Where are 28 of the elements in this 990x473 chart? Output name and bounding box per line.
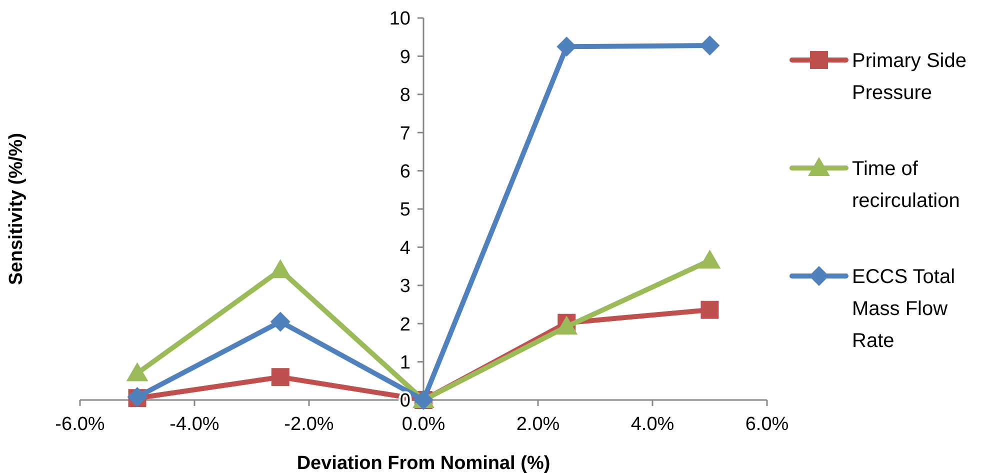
- y-tick-label: 4: [400, 238, 411, 259]
- y-tick-label: 10: [389, 8, 410, 30]
- legend-label: Time of recirculation: [852, 158, 960, 212]
- x-tick-label: 2.0%: [516, 414, 560, 435]
- y-tick-label: 5: [400, 200, 410, 221]
- y-tick-label: 3: [400, 276, 410, 298]
- y-tick-label: 7: [400, 123, 410, 144]
- y-tick-label: 1: [400, 352, 410, 374]
- legend-label: ECCS Total Mass Flow Rate: [852, 266, 956, 352]
- legend-label: Primary Side Pressure: [852, 50, 966, 104]
- y-tick-label: 8: [400, 85, 410, 106]
- y-tick-label: 9: [400, 46, 410, 68]
- point: [700, 300, 719, 319]
- y-tick-label: 6: [400, 161, 410, 182]
- x-tick-label: -2.0%: [284, 414, 334, 435]
- y-tick-label: 2: [400, 314, 410, 336]
- point: [270, 312, 290, 332]
- x-tick-label: -4.0%: [170, 414, 220, 435]
- x-tick-label: 4.0%: [630, 414, 674, 435]
- x-tick-label: 0.0%: [402, 414, 446, 435]
- x-tick-label: 6.0%: [745, 414, 789, 435]
- point: [126, 362, 148, 382]
- x-axis-title: Deviation From Nominal (%): [296, 453, 550, 473]
- point: [556, 316, 578, 335]
- y-axis-title: Sensitivity (%/%): [6, 132, 27, 286]
- point: [698, 250, 721, 269]
- point: [271, 368, 290, 386]
- x-tick-label: -6.0%: [55, 414, 105, 435]
